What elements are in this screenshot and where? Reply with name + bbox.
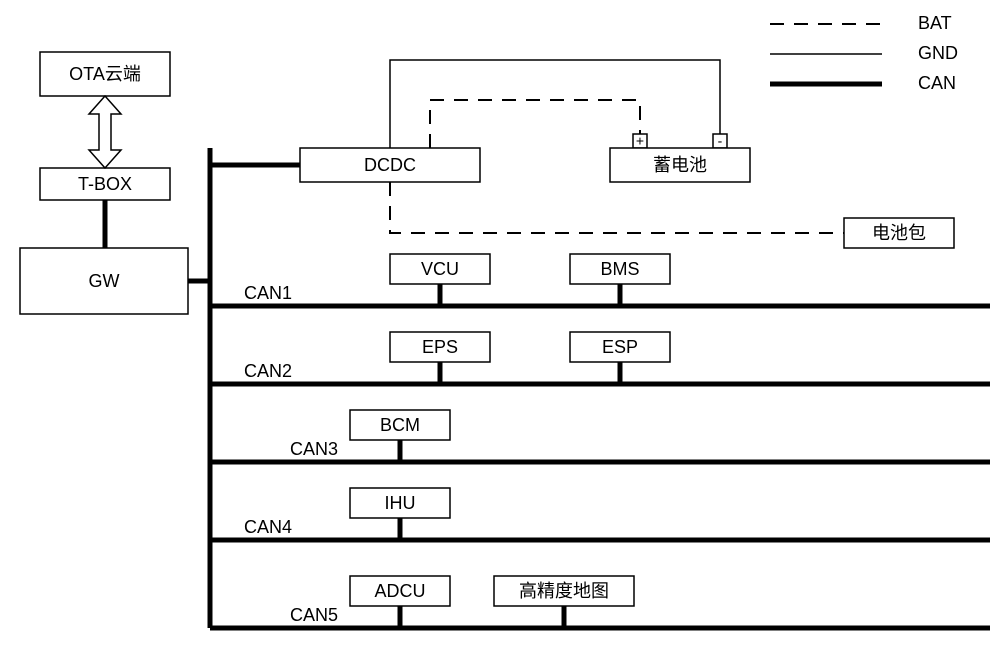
diagram-canvas: BAT GND CAN CAN1 CAN2 CAN3 CAN4 CAN5 + - OTA云端 T-BO…: [0, 0, 1000, 652]
node-bcm-label: BCM: [380, 415, 420, 435]
bus-label-can1: CAN1: [244, 283, 292, 303]
bat-dcdc-battery-plus: [430, 100, 640, 148]
node-ota-label: OTA云端: [69, 64, 141, 84]
bus-label-can5: CAN5: [290, 605, 338, 625]
ota-tbox-arrow: [89, 96, 121, 168]
legend-bat-label: BAT: [918, 13, 952, 33]
node-adcu-label: ADCU: [374, 581, 425, 601]
node-ihu-label: IHU: [385, 493, 416, 513]
node-eps-label: EPS: [422, 337, 458, 357]
node-tbox-label: T-BOX: [78, 174, 132, 194]
legend-can-label: CAN: [918, 73, 956, 93]
bus-label-can4: CAN4: [244, 517, 292, 537]
bus-label-can3: CAN3: [290, 439, 338, 459]
node-gw-label: GW: [89, 271, 120, 291]
node-bms-label: BMS: [600, 259, 639, 279]
legend-gnd-label: GND: [918, 43, 958, 63]
bat-dcdc-pack: [390, 182, 844, 233]
node-esp-label: ESP: [602, 337, 638, 357]
gnd-dcdc-battery: [390, 60, 720, 148]
node-battery-label: 蓄电池: [653, 155, 707, 175]
node-vcu-label: VCU: [421, 259, 459, 279]
battery-minus-label: -: [718, 133, 723, 149]
node-pack-label: 电池包: [872, 223, 926, 243]
battery-plus-label: +: [636, 133, 644, 149]
node-hdmap-label: 高精度地图: [519, 581, 609, 601]
node-dcdc-label: DCDC: [364, 155, 416, 175]
bus-label-can2: CAN2: [244, 361, 292, 381]
